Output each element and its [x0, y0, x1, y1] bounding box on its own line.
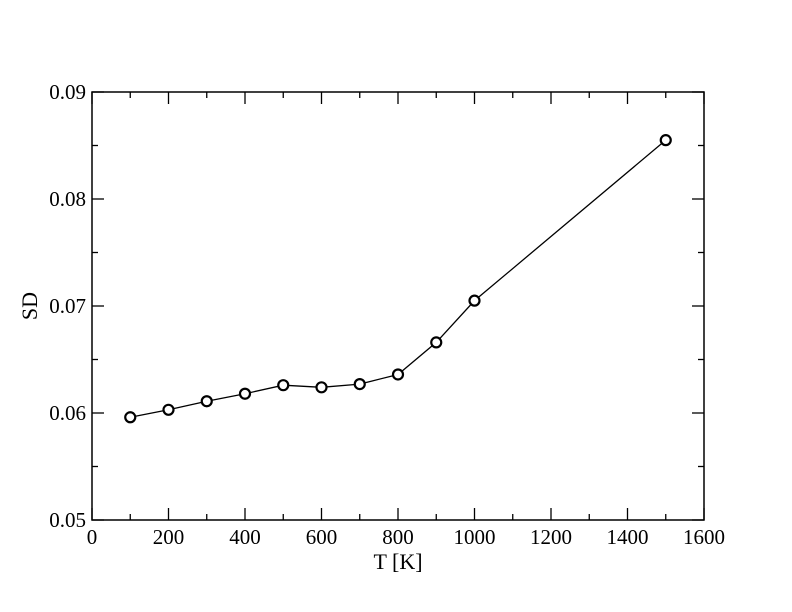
- x-tick-label: 1200: [530, 525, 572, 549]
- data-point: [353, 378, 366, 391]
- data-point: [315, 381, 328, 394]
- x-tick-label: 0: [87, 525, 98, 549]
- data-point: [200, 395, 213, 408]
- x-axis-tick-labels: 0 200 400 600 800 1000 1200 1400 1600: [87, 525, 725, 549]
- x-tick-label: 1400: [607, 525, 649, 549]
- x-tick-label: 800: [382, 525, 414, 549]
- x-tick-label: 1600: [683, 525, 725, 549]
- x-axis-title: T [K]: [373, 549, 422, 574]
- x-tick-label: 400: [229, 525, 261, 549]
- x-tick-label: 200: [153, 525, 185, 549]
- series-markers: [124, 134, 672, 424]
- data-point: [162, 403, 175, 416]
- y-tick-label: 0.09: [49, 80, 86, 104]
- data-point: [468, 294, 481, 307]
- data-point: [391, 368, 405, 381]
- data-point: [238, 387, 252, 400]
- y-tick-label: 0.05: [49, 508, 86, 532]
- y-tick-label: 0.08: [49, 187, 86, 211]
- data-point: [124, 411, 137, 424]
- x-axis-ticks: [91, 92, 705, 520]
- data-point: [659, 134, 672, 147]
- plot-frame: [91, 91, 705, 521]
- y-tick-label: 0.06: [49, 401, 86, 425]
- y-axis-ticks: [92, 91, 704, 521]
- data-point: [430, 336, 443, 349]
- y-axis-title: SD: [17, 292, 42, 320]
- y-tick-label: 0.07: [49, 294, 86, 318]
- x-tick-label: 600: [306, 525, 338, 549]
- y-axis-tick-labels: 0.05 0.06 0.07 0.08 0.09: [49, 80, 86, 532]
- data-point: [277, 379, 290, 392]
- x-tick-label: 1000: [454, 525, 496, 549]
